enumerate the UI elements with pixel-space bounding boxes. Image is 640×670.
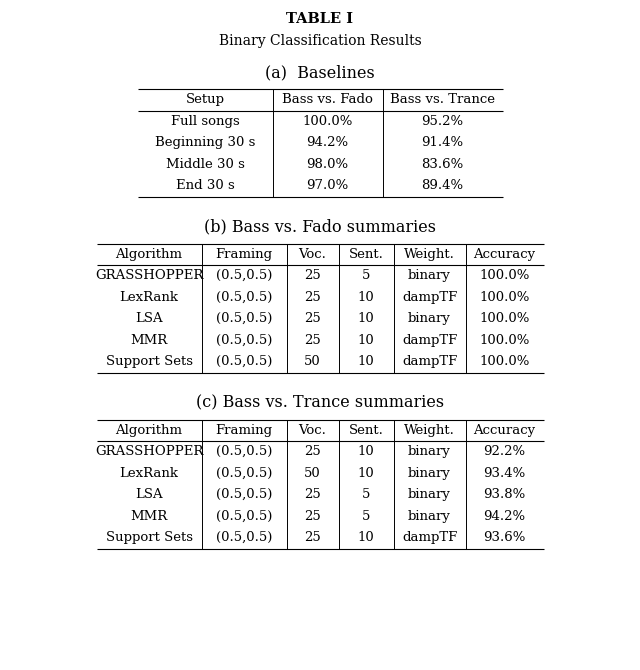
Text: Voc.: Voc. — [299, 423, 326, 437]
Text: 100.0%: 100.0% — [479, 291, 530, 304]
Text: 25: 25 — [304, 488, 321, 501]
Text: MMR: MMR — [131, 510, 168, 523]
Text: 10: 10 — [358, 355, 374, 369]
Text: (0.5,0.5): (0.5,0.5) — [216, 531, 272, 544]
Text: 50: 50 — [304, 467, 321, 480]
Text: binary: binary — [408, 488, 451, 501]
Text: 10: 10 — [358, 531, 374, 544]
Text: LSA: LSA — [135, 488, 163, 501]
Text: binary: binary — [408, 446, 451, 458]
Text: 95.2%: 95.2% — [421, 115, 463, 128]
Text: 10: 10 — [358, 291, 374, 304]
Text: binary: binary — [408, 510, 451, 523]
Text: GRASSHOPPER: GRASSHOPPER — [95, 446, 203, 458]
Text: 5: 5 — [362, 269, 370, 282]
Text: MMR: MMR — [131, 334, 168, 347]
Text: LexRank: LexRank — [120, 291, 179, 304]
Text: 25: 25 — [304, 334, 321, 347]
Text: 100.0%: 100.0% — [479, 334, 530, 347]
Text: Weight.: Weight. — [404, 423, 455, 437]
Text: binary: binary — [408, 269, 451, 282]
Text: 5: 5 — [362, 488, 370, 501]
Text: 25: 25 — [304, 291, 321, 304]
Text: 83.6%: 83.6% — [421, 157, 463, 171]
Text: 94.2%: 94.2% — [307, 136, 349, 149]
Text: 93.8%: 93.8% — [483, 488, 525, 501]
Text: 25: 25 — [304, 269, 321, 282]
Text: dampTF: dampTF — [402, 291, 457, 304]
Text: 94.2%: 94.2% — [483, 510, 525, 523]
Text: Accuracy: Accuracy — [474, 423, 536, 437]
Text: Support Sets: Support Sets — [106, 355, 193, 369]
Text: LSA: LSA — [135, 312, 163, 325]
Text: Beginning 30 s: Beginning 30 s — [155, 136, 255, 149]
Text: 97.0%: 97.0% — [307, 180, 349, 192]
Text: binary: binary — [408, 467, 451, 480]
Text: (c) Bass vs. Trance summaries: (c) Bass vs. Trance summaries — [196, 395, 444, 411]
Text: Middle 30 s: Middle 30 s — [166, 157, 244, 171]
Text: 25: 25 — [304, 446, 321, 458]
Text: Algorithm: Algorithm — [115, 248, 182, 261]
Text: 25: 25 — [304, 510, 321, 523]
Text: (0.5,0.5): (0.5,0.5) — [216, 334, 272, 347]
Text: Accuracy: Accuracy — [474, 248, 536, 261]
Text: 93.4%: 93.4% — [483, 467, 525, 480]
Text: Bass vs. Trance: Bass vs. Trance — [390, 93, 495, 107]
Text: 10: 10 — [358, 334, 374, 347]
Text: (0.5,0.5): (0.5,0.5) — [216, 269, 272, 282]
Text: LexRank: LexRank — [120, 467, 179, 480]
Text: Setup: Setup — [186, 93, 225, 107]
Text: 91.4%: 91.4% — [421, 136, 463, 149]
Text: 89.4%: 89.4% — [421, 180, 463, 192]
Text: (0.5,0.5): (0.5,0.5) — [216, 510, 272, 523]
Text: (0.5,0.5): (0.5,0.5) — [216, 355, 272, 369]
Text: (0.5,0.5): (0.5,0.5) — [216, 312, 272, 325]
Text: binary: binary — [408, 312, 451, 325]
Text: Support Sets: Support Sets — [106, 531, 193, 544]
Text: 100.0%: 100.0% — [479, 355, 530, 369]
Text: 25: 25 — [304, 312, 321, 325]
Text: 100.0%: 100.0% — [302, 115, 353, 128]
Text: (0.5,0.5): (0.5,0.5) — [216, 291, 272, 304]
Text: (0.5,0.5): (0.5,0.5) — [216, 488, 272, 501]
Text: Framing: Framing — [216, 423, 273, 437]
Text: 93.6%: 93.6% — [483, 531, 525, 544]
Text: (b) Bass vs. Fado summaries: (b) Bass vs. Fado summaries — [204, 218, 436, 235]
Text: 50: 50 — [304, 355, 321, 369]
Text: Bass vs. Fado: Bass vs. Fado — [282, 93, 373, 107]
Text: 100.0%: 100.0% — [479, 312, 530, 325]
Text: (0.5,0.5): (0.5,0.5) — [216, 467, 272, 480]
Text: 100.0%: 100.0% — [479, 269, 530, 282]
Text: (a)  Baselines: (a) Baselines — [265, 64, 375, 81]
Text: GRASSHOPPER: GRASSHOPPER — [95, 269, 203, 282]
Text: Sent.: Sent. — [349, 423, 383, 437]
Text: Voc.: Voc. — [299, 248, 326, 261]
Text: 98.0%: 98.0% — [307, 157, 349, 171]
Text: dampTF: dampTF — [402, 531, 457, 544]
Text: End 30 s: End 30 s — [175, 180, 234, 192]
Text: Algorithm: Algorithm — [115, 423, 182, 437]
Text: TABLE I: TABLE I — [287, 12, 353, 26]
Text: 10: 10 — [358, 446, 374, 458]
Text: 5: 5 — [362, 510, 370, 523]
Text: Framing: Framing — [216, 248, 273, 261]
Text: 10: 10 — [358, 467, 374, 480]
Text: dampTF: dampTF — [402, 355, 457, 369]
Text: 92.2%: 92.2% — [483, 446, 525, 458]
Text: 10: 10 — [358, 312, 374, 325]
Text: 25: 25 — [304, 531, 321, 544]
Text: Weight.: Weight. — [404, 248, 455, 261]
Text: (0.5,0.5): (0.5,0.5) — [216, 446, 272, 458]
Text: Binary Classification Results: Binary Classification Results — [219, 34, 421, 48]
Text: Sent.: Sent. — [349, 248, 383, 261]
Text: Full songs: Full songs — [171, 115, 239, 128]
Text: dampTF: dampTF — [402, 334, 457, 347]
